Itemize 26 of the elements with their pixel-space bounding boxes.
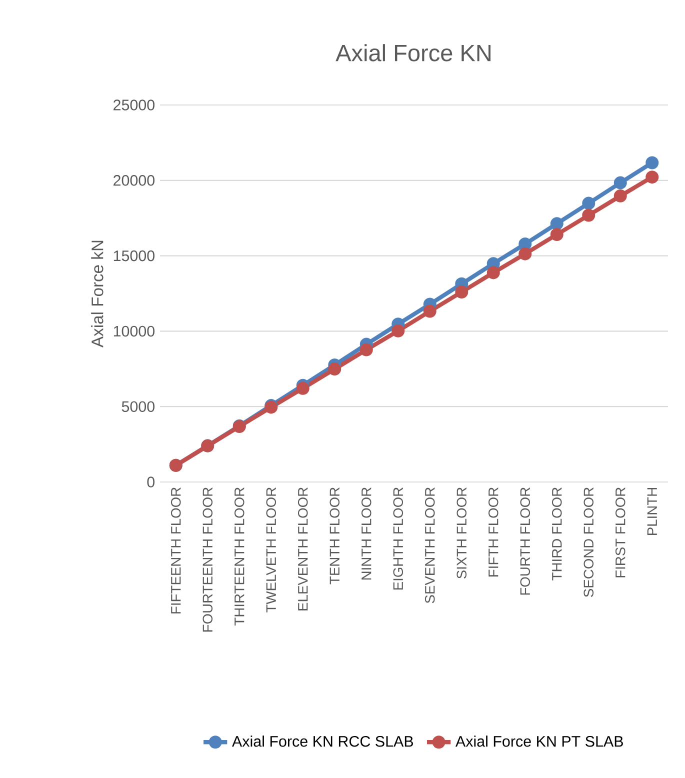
x-tick-label: THIRD FLOOR: [552, 488, 562, 580]
y-tick-label: 0: [147, 476, 155, 488]
x-tick-label: TWELVETH FLOOR: [266, 488, 276, 612]
x-tick-label: FOURTH FLOOR: [520, 488, 530, 595]
x-tick-label: SIXTH FLOOR: [456, 488, 467, 579]
x-tick-label: SECOND FLOOR: [584, 488, 594, 597]
y-tick-label: 10000: [114, 326, 154, 337]
x-tick-label: ELEVENTH FLOOR: [298, 488, 308, 610]
y-axis-title: Axial Force kN: [91, 240, 104, 348]
x-tick-label: PLINTH: [647, 488, 657, 535]
y-tick-label: 25000: [114, 100, 154, 110]
legend-label: Axial Force KN RCC SLAB: [232, 736, 414, 747]
x-tick-label: FIFTH FLOOR: [488, 488, 498, 576]
chart-title: Axial Force KN: [336, 44, 490, 62]
x-tick-label: FIRST FLOOR: [615, 488, 626, 578]
x-tick-label: TENTH FLOOR: [330, 488, 340, 584]
x-tick-label: NINTH FLOOR: [361, 488, 372, 580]
x-tick-label: THIRTEENTH FLOOR: [234, 488, 244, 626]
y-tick-label: 20000: [114, 175, 154, 186]
legend-label: Axial Force KN PT SLAB: [455, 736, 623, 747]
y-tick-label: 15000: [114, 250, 154, 262]
x-tick-label: FOURTEENTH FLOOR: [202, 488, 213, 632]
x-tick-label: FIFTEENTH FLOOR: [170, 488, 181, 614]
x-tick-label: SEVENTH FLOOR: [424, 488, 435, 604]
x-tick-label: EIGHTH FLOOR: [393, 488, 404, 590]
y-tick-label: 5000: [122, 401, 154, 412]
